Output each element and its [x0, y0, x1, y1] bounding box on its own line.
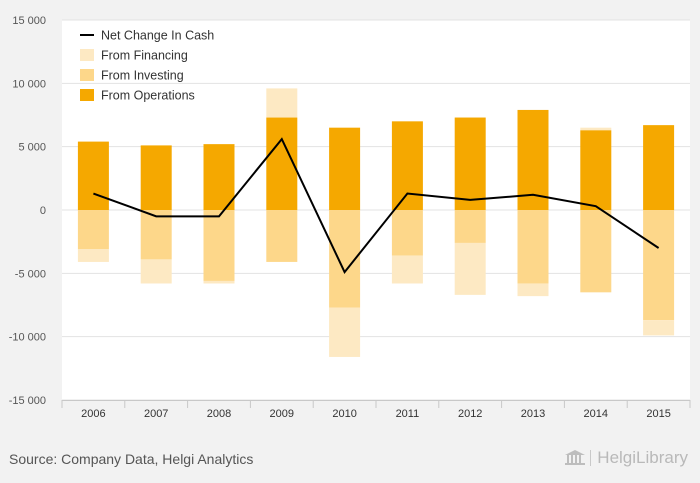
legend-swatch	[80, 89, 94, 101]
legend-label: From Financing	[101, 49, 188, 63]
x-tick-label: 2006	[81, 408, 105, 420]
bar-from-investing	[454, 210, 486, 243]
legend-label: Net Change In Cash	[101, 29, 214, 43]
source-note: Source: Company Data, Helgi Analytics	[9, 451, 254, 467]
legend-swatch	[80, 69, 94, 81]
bar-from-operations	[643, 125, 675, 210]
bar-from-financing	[77, 249, 109, 262]
bar-from-investing	[77, 210, 109, 250]
bar-from-financing	[266, 88, 298, 118]
bar-from-financing	[329, 307, 361, 357]
x-tick-label: 2013	[521, 408, 545, 420]
net-change-line-layer	[93, 137, 660, 274]
x-tick-label: 2008	[207, 408, 231, 420]
x-tick-label: 2010	[332, 408, 356, 420]
bar-from-financing	[454, 242, 486, 295]
bar-from-operations	[329, 127, 361, 210]
bar-from-investing	[580, 210, 612, 293]
bar-from-operations	[580, 130, 612, 210]
bar-from-investing	[140, 210, 172, 260]
net-change-line	[93, 137, 660, 274]
cash-flow-chart: -15 000 -10 000 -5 000 0 5 000 10 000 15 000 20…	[9, 15, 691, 420]
bar-from-operations	[77, 141, 109, 210]
bar-from-operations	[266, 117, 298, 210]
x-tick-label: 2007	[144, 408, 168, 420]
bar-from-operations	[391, 121, 423, 210]
bar-from-financing	[580, 127, 612, 131]
bar-from-financing	[203, 280, 235, 284]
bar-from-financing	[140, 259, 172, 284]
x-tick-label: 2011	[396, 408, 420, 420]
y-tick-label: -15 000	[9, 395, 46, 407]
x-tick-label: 2015	[646, 408, 670, 420]
bars	[77, 88, 675, 357]
bar-from-financing	[643, 320, 675, 336]
x-tick-label: 2012	[458, 408, 482, 420]
y-tick-label: -5 000	[15, 268, 46, 280]
bar-from-operations	[517, 109, 549, 210]
bar-from-operations	[454, 117, 486, 210]
x-tick-label: 2014	[584, 408, 608, 420]
x-tick-label: 2009	[270, 408, 294, 420]
bar-from-operations	[203, 144, 235, 210]
brand-logo: HelgiLibrary	[564, 448, 688, 468]
y-tick-label: 0	[40, 205, 46, 217]
legend: Net Change In Cash From Financing From Inv…	[80, 29, 214, 103]
y-tick-label: -10 000	[9, 332, 46, 344]
axes: -15 000 -10 000 -5 000 0 5 000 10 000 15 000 20…	[9, 15, 691, 420]
y-tick-label: 10 000	[12, 78, 46, 90]
y-tick-label: 15 000	[12, 15, 46, 27]
bar-from-investing	[643, 210, 675, 321]
brand-separator	[590, 450, 592, 466]
bar-from-investing	[203, 210, 235, 281]
bar-from-investing	[517, 210, 549, 284]
bar-from-investing	[391, 210, 423, 256]
bar-from-financing	[517, 283, 549, 297]
y-tick-label: 5 000	[18, 142, 46, 154]
bar-from-financing	[391, 255, 423, 284]
brand-name: HelgiLibrary	[597, 448, 688, 467]
legend-swatch	[80, 49, 94, 61]
bar-from-investing	[266, 210, 298, 262]
legend-label: From Investing	[101, 69, 184, 83]
legend-label: From Operations	[101, 89, 195, 103]
bar-from-operations	[140, 145, 172, 210]
library-icon	[565, 450, 586, 465]
